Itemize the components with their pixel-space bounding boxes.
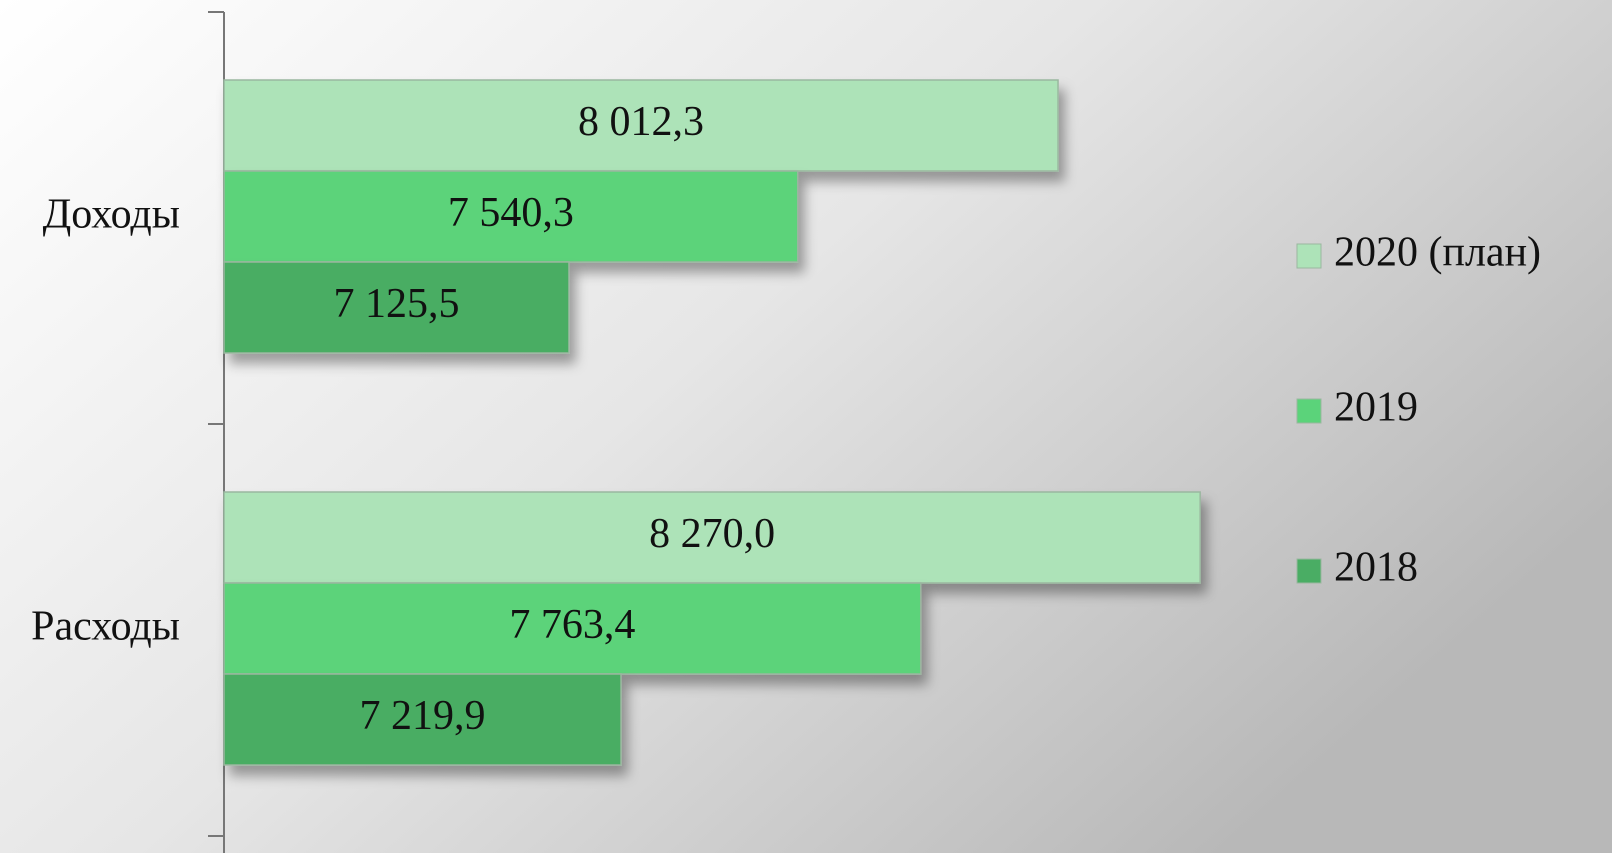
bar xyxy=(223,261,570,354)
category-label: Доходы xyxy=(43,192,180,238)
legend-swatch xyxy=(1296,558,1322,584)
data-label: 8 270,0 xyxy=(649,511,775,557)
data-label: 7 125,5 xyxy=(333,281,459,327)
legend-swatch xyxy=(1296,398,1322,424)
data-label: 7 219,9 xyxy=(360,693,486,739)
bar xyxy=(223,79,1059,172)
bar xyxy=(223,491,1201,584)
category-label: Расходы xyxy=(31,604,180,650)
bar xyxy=(223,673,622,766)
legend-swatch xyxy=(1296,243,1322,269)
data-label: 7 540,3 xyxy=(448,190,574,236)
legend-label: 2018 xyxy=(1334,545,1418,591)
data-label: 7 763,4 xyxy=(509,602,635,648)
bar xyxy=(223,582,922,675)
legend-label: 2020 (план) xyxy=(1334,230,1541,276)
legend-label: 2019 xyxy=(1334,385,1418,431)
data-label: 8 012,3 xyxy=(578,99,704,145)
